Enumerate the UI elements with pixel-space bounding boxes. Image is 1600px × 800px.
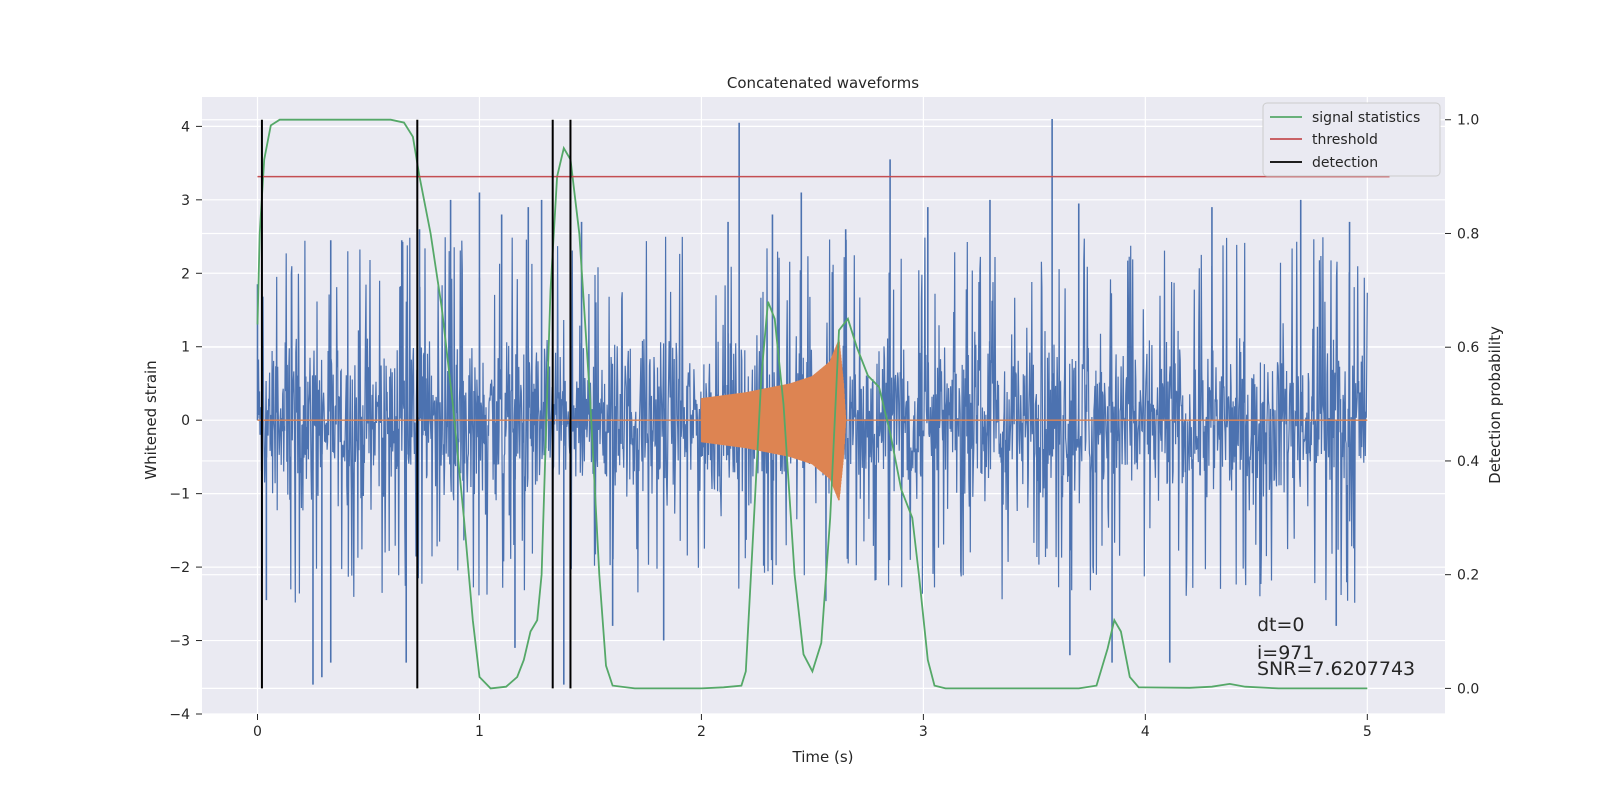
- y-left-tick-label: 4: [181, 119, 190, 135]
- y-left-tick-label: 2: [181, 266, 190, 282]
- annotation-dt: dt=0: [1257, 614, 1305, 636]
- legend-label-threshold: threshold: [1312, 132, 1378, 148]
- y-right-tick-label: 0.6: [1457, 340, 1479, 356]
- y-left-tick-label: 1: [181, 340, 190, 356]
- signal-statistics-series: [256, 118, 1368, 690]
- legend-label-signal-statistics: signal statistics: [1312, 110, 1420, 126]
- y-right-tick-label: 0.8: [1457, 226, 1479, 242]
- y-right-tick-label: 0.0: [1457, 681, 1479, 697]
- y-right-tick-label: 0.4: [1457, 454, 1479, 470]
- legend-box: [1262, 102, 1441, 177]
- detection-series: [260, 119, 572, 689]
- y-right-tick-label: 1.0: [1457, 113, 1479, 129]
- chirp-line: [257, 339, 1368, 501]
- x-tick-label: 1: [475, 724, 484, 740]
- injected-waveform-series: [257, 339, 1368, 501]
- annotation-snr: SNR=7.6207743: [1257, 658, 1415, 680]
- y-right-axis-ticks: 0.0 0.2 0.4 0.6 0.8 1.0: [1445, 113, 1479, 697]
- signal-statistics-line: [256, 118, 1368, 690]
- x-tick-label: 4: [1141, 724, 1150, 740]
- y-left-axis-ticks: −4 −3 −2 −1 0 1 2 3 4: [169, 119, 202, 723]
- y-right-axis-label: Detection probability: [1486, 326, 1504, 484]
- x-axis-label: Time (s): [792, 748, 854, 766]
- y-left-tick-label: −1: [169, 487, 190, 503]
- chart-title: Concatenated waveforms: [727, 74, 919, 92]
- y-left-tick-label: −2: [169, 560, 190, 576]
- legend: signal statistics threshold detection: [1262, 102, 1441, 177]
- legend-label-detection: detection: [1312, 155, 1378, 171]
- annotation-index: i=971: [1257, 642, 1314, 664]
- y-left-tick-label: 0: [181, 413, 190, 429]
- x-tick-label: 5: [1363, 724, 1372, 740]
- x-axis-ticks: 0 1 2 3 4 5: [253, 714, 1372, 740]
- x-tick-label: 3: [919, 724, 928, 740]
- x-tick-label: 0: [253, 724, 262, 740]
- y-left-tick-label: −3: [169, 634, 190, 650]
- y-left-tick-label: 3: [181, 193, 190, 209]
- x-tick-label: 2: [697, 724, 706, 740]
- y-left-axis-label: Whitened strain: [142, 360, 160, 479]
- y-right-tick-label: 0.2: [1457, 568, 1479, 584]
- y-left-tick-label: −4: [169, 707, 190, 723]
